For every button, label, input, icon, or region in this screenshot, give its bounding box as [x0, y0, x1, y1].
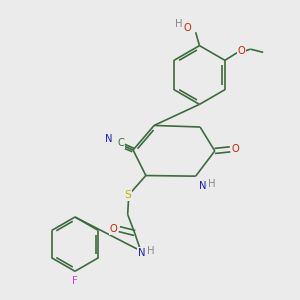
Text: O: O — [238, 46, 245, 56]
Text: N: N — [105, 134, 112, 145]
Text: O: O — [183, 23, 191, 33]
Text: H: H — [147, 246, 154, 256]
Text: H: H — [208, 179, 215, 189]
Text: O: O — [110, 224, 118, 234]
Text: F: F — [72, 276, 78, 286]
Text: H: H — [175, 19, 183, 29]
Text: O: O — [232, 144, 240, 154]
Text: N: N — [199, 182, 206, 191]
Text: S: S — [124, 190, 131, 200]
Text: N: N — [138, 248, 145, 258]
Text: C: C — [118, 138, 124, 148]
